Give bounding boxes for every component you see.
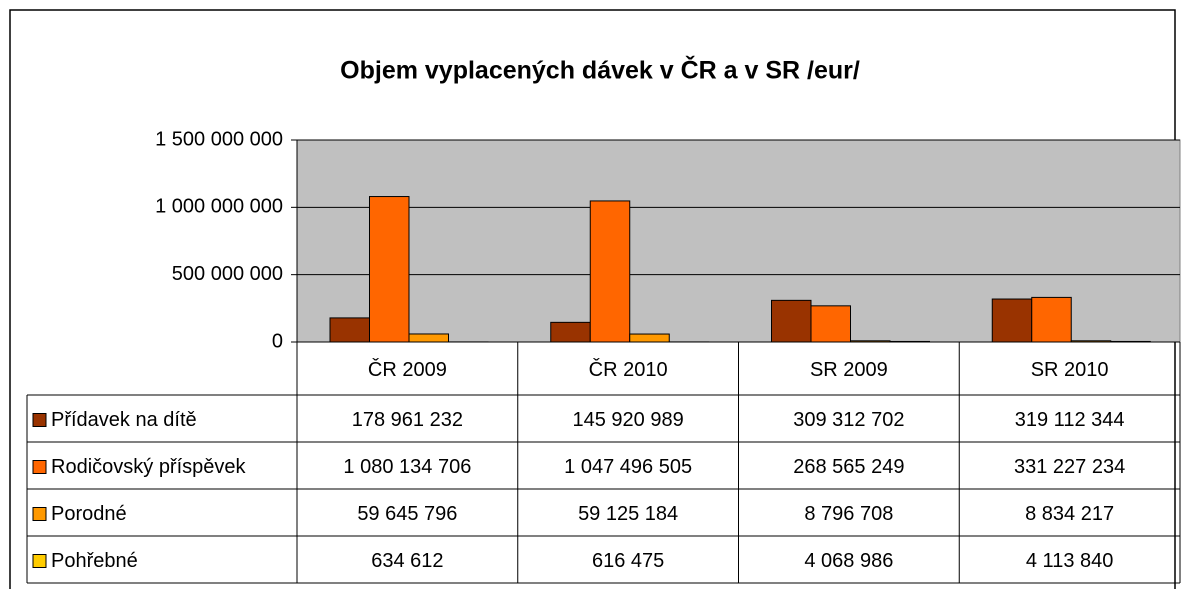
legend-label: Pohřebné: [51, 550, 138, 572]
table-value: 8 796 708: [804, 503, 893, 525]
bar: [629, 333, 670, 343]
table-value: 268 565 249: [793, 456, 904, 478]
table-value: 59 125 184: [578, 503, 678, 525]
legend-key: [32, 507, 47, 521]
x-tick-label: SR 2009: [810, 359, 888, 381]
bar: [589, 200, 631, 343]
bar: [771, 299, 812, 343]
bar: [369, 196, 410, 343]
table-value: 178 961 232: [352, 409, 463, 431]
y-tick-label: 500 000 000: [172, 263, 283, 285]
legend-label: Porodné: [51, 503, 127, 525]
y-tick-label: 0: [272, 330, 283, 352]
table-value: 4 068 986: [804, 550, 893, 572]
bar: [810, 305, 851, 343]
table-value: 1 047 496 505: [564, 456, 692, 478]
y-tick-label: 1 000 000 000: [155, 196, 283, 218]
x-tick-label: ČR 2009: [368, 358, 447, 381]
bar: [408, 333, 449, 343]
chart-title: Objem vyplacených dávek v ČR a v SR /eur…: [340, 55, 860, 85]
legend-label: Rodičovský příspěvek: [51, 456, 247, 478]
x-tick-label: SR 2010: [1031, 359, 1109, 381]
bar: [550, 321, 591, 343]
legend-label: Přídavek na dítě: [51, 409, 197, 431]
x-tick-label: ČR 2010: [589, 358, 668, 381]
legend-key: [32, 554, 47, 568]
bar: [991, 298, 1033, 343]
table-value: 331 227 234: [1014, 456, 1125, 478]
bar: [329, 317, 370, 343]
table-value: 4 113 840: [1026, 550, 1114, 572]
table-value: 8 834 217: [1025, 503, 1114, 525]
table-value: 616 475: [592, 550, 664, 572]
table-value: 309 312 702: [793, 409, 904, 431]
table-value: 319 112 344: [1015, 409, 1125, 431]
bar: [1031, 296, 1072, 343]
table-value: 59 645 796: [357, 503, 457, 525]
table-value: 1 080 134 706: [343, 456, 471, 478]
table-value: 145 920 989: [573, 409, 684, 431]
table-value: 634 612: [371, 550, 443, 572]
y-tick-label: 1 500 000 000: [155, 128, 283, 150]
legend-key: [32, 413, 47, 427]
legend-key: [32, 460, 47, 474]
